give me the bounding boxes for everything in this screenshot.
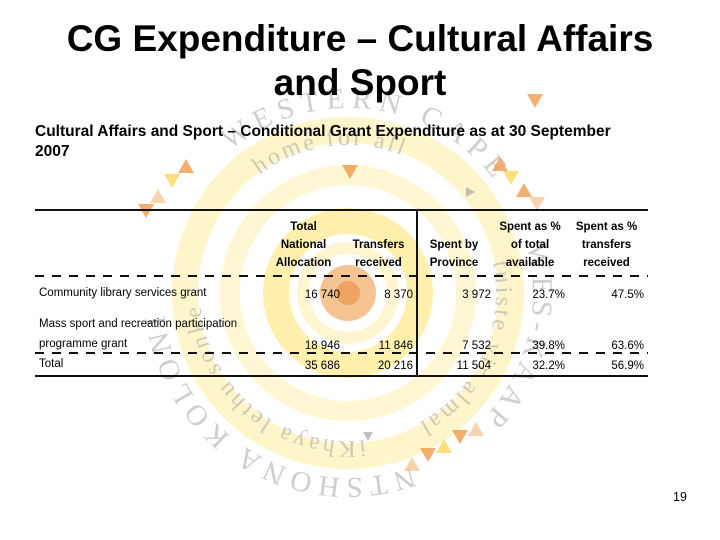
header-line: Spent as %: [499, 221, 561, 233]
table-total-row: Total 35 686 20 216 11 504 32.2% 56.9%: [35, 356, 648, 374]
table-header-dashed-rule: [35, 275, 648, 277]
table-header-row: Total National Allocation Transfers rece…: [35, 214, 648, 272]
separator-triangle-icon: [466, 187, 475, 197]
sun-center-dot: [336, 281, 360, 305]
header-line: Total: [290, 221, 317, 233]
header-line: Spent as %: [575, 221, 638, 233]
cell-spent-pct-total-available: 32.2%: [532, 360, 565, 372]
triangle-icon: [420, 448, 436, 462]
cell-spent-pct-total-available: 23.7%: [532, 289, 565, 301]
western-cape-watermark-logo: WESTERN CAPE WES-KAAP NTSHONA KOLONI hom…: [138, 83, 553, 503]
triangle-icon: [516, 183, 532, 197]
header-line: of total: [510, 239, 550, 251]
triangle-icon: [150, 189, 166, 203]
header-spent-pct-total-available: Spent as % of total available: [493, 218, 567, 272]
cell-spent-pct-total-available: 39.8%: [532, 340, 565, 352]
watermark-sun-rings: [172, 117, 524, 469]
row-label-line: Mass sport and recreation participation: [39, 318, 238, 330]
triangle-icon: [527, 94, 543, 108]
sun-ring-inner: [263, 208, 433, 378]
sun-ring-pale: [297, 242, 399, 344]
slide-title-line-1: CG Expenditure – Cultural Affairs: [66, 18, 654, 59]
row-label-line: programme grant: [39, 338, 128, 350]
separator-triangle-icon: [363, 432, 373, 441]
header-transfers-received: Transfers received: [342, 236, 415, 272]
triangle-icon: [164, 174, 180, 188]
table-bottom-rule: [35, 375, 648, 377]
header-line: received: [355, 257, 402, 269]
triangle-icon: [436, 439, 452, 453]
cell-spent-pct-transfers-received: 63.6%: [611, 340, 644, 352]
header-line: Allocation: [275, 257, 332, 269]
cell-total-national-allocation: 18 946: [304, 340, 340, 352]
cell-total-national-allocation: 35 686: [304, 360, 340, 372]
table-vertical-divider: [416, 209, 418, 377]
header-line: available: [505, 257, 555, 269]
header-line: received: [583, 257, 630, 269]
cell-spent-pct-transfers-received: 56.9%: [611, 360, 644, 372]
slide-title: CG Expenditure – Cultural Affairs and Sp…: [0, 17, 720, 105]
table-row: Mass sport and recreation participation …: [35, 312, 648, 354]
header-line: transfers: [581, 239, 632, 251]
cell-transfers-received: 20 216: [377, 360, 413, 372]
cell-transfers-received: 8 370: [384, 289, 413, 301]
triangle-icon: [178, 159, 194, 173]
triangle-icon: [468, 422, 484, 436]
sun-ring-outer: [172, 117, 524, 469]
triangle-icon: [503, 171, 519, 185]
cell-total-national-allocation: 16 740: [304, 289, 340, 301]
header-spent-pct-transfers-received: Spent as % transfers received: [567, 218, 646, 272]
cell-transfers-received: 11 846: [378, 340, 413, 352]
header-line: National: [280, 239, 327, 251]
cell-spent-pct-transfers-received: 47.5%: [611, 289, 644, 301]
header-line: Spent by: [429, 239, 479, 251]
slide-subtitle: Cultural Affairs and Sport – Conditional…: [35, 123, 611, 160]
table-row: Community library services grant 16 740 …: [35, 283, 648, 303]
triangle-icon: [342, 165, 358, 179]
triangle-icon: [138, 204, 154, 218]
table-pretotal-dashed-rule: [35, 352, 648, 354]
triangle-icon: [404, 457, 420, 471]
triangle-icon: [452, 430, 468, 444]
watermark-triangle-clusters: [138, 94, 545, 471]
row-label: Mass sport and recreation participation …: [35, 314, 265, 354]
header-line: Province: [429, 257, 479, 269]
triangle-icon: [529, 197, 545, 211]
header-total-national-allocation: Total National Allocation: [265, 218, 342, 272]
table-top-rule: [35, 209, 648, 211]
row-label: Total: [39, 358, 64, 370]
cell-spent-by-province: 7 532: [462, 340, 491, 352]
row-label: Community library services grant: [39, 287, 207, 299]
cell-spent-by-province: 3 972: [462, 289, 491, 301]
header-line: Transfers: [352, 239, 405, 251]
slide-title-line-2: and Sport: [273, 62, 447, 103]
triangle-icon: [492, 157, 508, 171]
page-number: 19: [673, 490, 687, 504]
header-spent-by-province: Spent by Province: [415, 236, 493, 272]
cell-spent-by-province: 11 504: [456, 360, 491, 372]
